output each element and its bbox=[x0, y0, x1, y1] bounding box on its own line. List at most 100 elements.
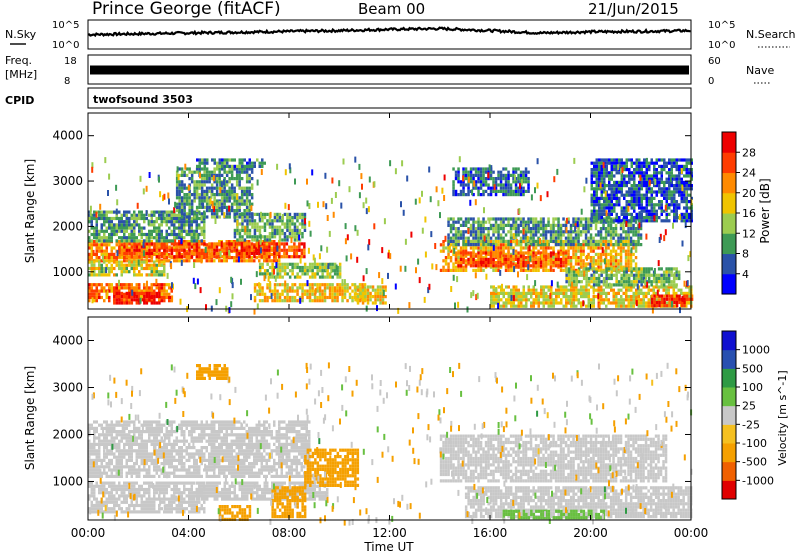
heatmap-cell bbox=[613, 180, 616, 184]
heatmap-cell bbox=[203, 242, 206, 246]
heatmap-cell bbox=[173, 213, 176, 217]
heatmap-cell bbox=[587, 298, 590, 302]
heatmap-cell bbox=[178, 232, 181, 237]
heatmap-cell bbox=[627, 262, 630, 266]
heatmap-cell bbox=[331, 286, 334, 290]
heatmap-cell bbox=[457, 236, 460, 240]
heatmap-cell bbox=[268, 219, 272, 223]
heatmap-cell bbox=[273, 240, 276, 244]
heatmap-cell bbox=[228, 215, 231, 219]
heatmap-cell bbox=[258, 164, 261, 168]
heatmap-cell bbox=[100, 216, 103, 221]
heatmap-cell bbox=[554, 261, 558, 265]
heatmap-cell bbox=[622, 298, 625, 302]
heatmap-cell bbox=[98, 270, 101, 274]
heatmap-cell bbox=[600, 164, 603, 168]
heatmap-cell bbox=[148, 273, 151, 277]
heatmap-cell bbox=[160, 286, 163, 290]
heatmap-cell bbox=[210, 245, 214, 249]
heatmap-cell bbox=[195, 213, 198, 217]
heatmap-cell bbox=[635, 267, 638, 271]
heatmap-cell bbox=[604, 227, 608, 231]
heatmap-cell bbox=[677, 288, 680, 292]
heatmap-cell bbox=[474, 230, 478, 234]
heatmap-cell bbox=[557, 223, 560, 227]
heatmap-cell bbox=[610, 283, 613, 287]
heatmap-cell bbox=[459, 261, 463, 265]
heatmap-cell bbox=[258, 289, 262, 293]
heatmap-cell bbox=[608, 200, 611, 204]
heatmap-cell bbox=[457, 230, 460, 234]
heatmap-cell bbox=[120, 298, 124, 302]
heatmap-cell bbox=[165, 283, 168, 287]
heatmap-cell bbox=[517, 243, 520, 247]
heatmap-cell bbox=[143, 220, 146, 224]
heatmap-cell bbox=[233, 186, 236, 190]
heatmap-cell bbox=[110, 223, 113, 227]
heatmap-cell bbox=[564, 257, 568, 261]
heatmap-cell bbox=[256, 238, 259, 242]
heatmap-cell bbox=[592, 295, 595, 299]
heatmap-cell bbox=[128, 210, 131, 214]
heatmap-cell bbox=[100, 239, 103, 243]
heatmap-cell bbox=[577, 230, 580, 234]
heatmap-cell bbox=[625, 280, 628, 284]
heatmap-cell bbox=[567, 249, 570, 253]
heatmap-cell bbox=[590, 187, 593, 191]
heatmap-cell bbox=[379, 285, 382, 289]
heatmap-cell bbox=[103, 232, 106, 237]
heatmap-cell bbox=[288, 299, 292, 303]
heatmap-cell bbox=[597, 256, 600, 260]
heatmap-cell bbox=[549, 251, 553, 255]
heatmap-cell bbox=[288, 232, 292, 236]
heatmap-cell bbox=[504, 217, 508, 221]
heatmap-cell bbox=[579, 233, 583, 237]
heatmap-cell bbox=[613, 187, 616, 191]
heatmap-cell bbox=[562, 285, 565, 289]
heatmap-cell bbox=[273, 255, 276, 259]
heatmap-cell bbox=[575, 291, 578, 295]
heatmap-cell bbox=[158, 301, 161, 305]
heatmap-cell bbox=[492, 301, 495, 305]
heatmap-cell bbox=[115, 223, 118, 227]
heatmap-cell bbox=[494, 240, 498, 244]
heatmap-cell bbox=[625, 158, 628, 162]
heatmap-cell bbox=[565, 285, 568, 289]
heatmap-cell bbox=[524, 177, 528, 181]
heatmap-cell bbox=[495, 295, 498, 299]
heatmap-cell bbox=[477, 170, 480, 174]
heatmap-cell bbox=[241, 235, 244, 239]
heatmap-cell bbox=[612, 227, 615, 231]
heatmap-cell bbox=[88, 213, 91, 217]
heatmap-cell bbox=[253, 251, 256, 256]
heatmap-cell bbox=[484, 236, 488, 240]
heatmap-cell bbox=[103, 216, 106, 221]
heatmap-cell bbox=[464, 183, 468, 187]
heatmap-cell bbox=[584, 220, 588, 224]
heatmap-cell bbox=[276, 212, 279, 216]
heatmap-cell bbox=[517, 256, 520, 260]
heatmap-cell bbox=[494, 227, 498, 231]
heatmap-cell bbox=[213, 161, 216, 165]
heatmap-cell bbox=[271, 265, 274, 270]
heatmap-cell bbox=[529, 236, 533, 240]
heatmap-cell bbox=[115, 289, 118, 293]
heatmap-cell bbox=[298, 248, 301, 252]
heatmap-cell bbox=[524, 239, 528, 243]
heatmap-cell bbox=[143, 260, 146, 264]
heatmap-cell bbox=[168, 259, 171, 263]
heatmap-cell bbox=[163, 239, 166, 243]
heatmap-cell bbox=[554, 264, 558, 268]
heatmap-cell bbox=[457, 177, 460, 181]
heatmap-cell bbox=[599, 262, 603, 266]
heatmap-cell bbox=[492, 243, 495, 247]
heatmap-cell bbox=[552, 236, 555, 240]
heatmap-cell bbox=[479, 254, 483, 258]
heatmap-cell bbox=[248, 251, 251, 256]
heatmap-cell bbox=[163, 292, 166, 296]
heatmap-cell bbox=[565, 304, 568, 308]
heatmap-cell bbox=[635, 193, 638, 197]
heatmap-cell bbox=[587, 252, 590, 256]
heatmap-cell bbox=[98, 232, 101, 237]
heatmap-cell bbox=[484, 227, 488, 231]
